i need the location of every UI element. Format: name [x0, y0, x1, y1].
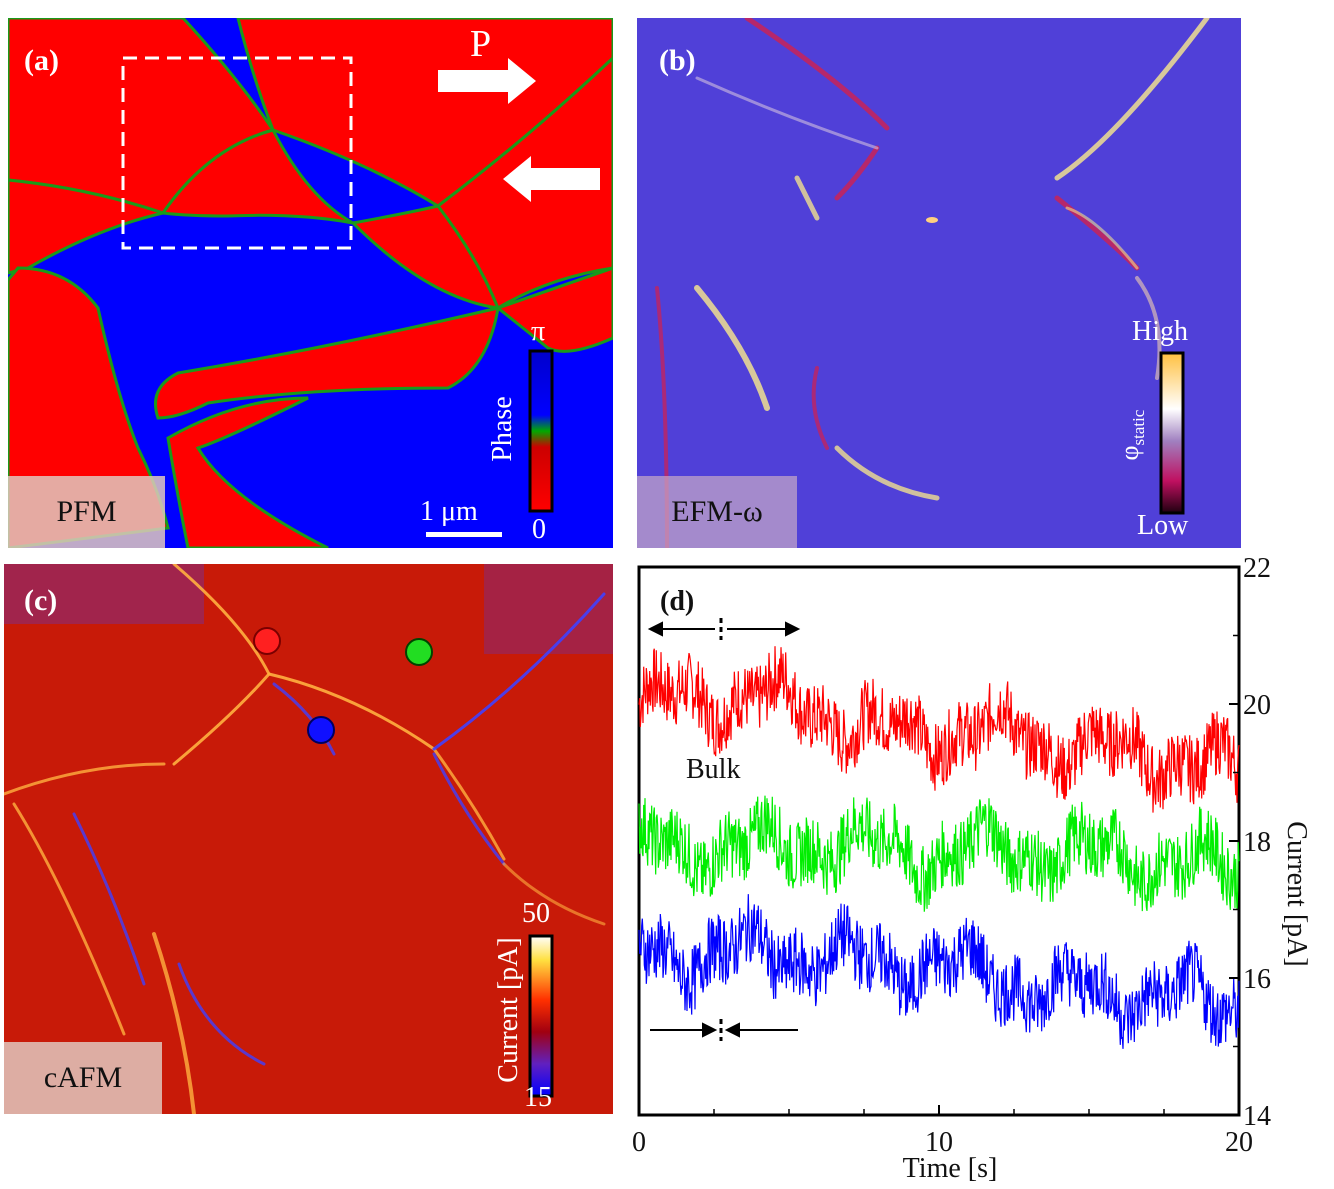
panel-d-chart: 0 10 20 14 16 18 20 22 (d) Bulk Time [s] Curren… — [620, 552, 1334, 1189]
marker-green — [405, 638, 433, 666]
region-of-interest-box — [121, 56, 353, 250]
x-tick-label: 20 — [1225, 1127, 1253, 1158]
y-tick-label: 16 — [1243, 964, 1271, 995]
phi-subscript: static — [1129, 409, 1149, 446]
cafm-colorbar — [528, 934, 554, 1098]
efm-colorbar-title: φstatic — [1115, 390, 1149, 480]
marker-red — [253, 627, 281, 655]
y-axis-label: Current [pA] — [1281, 821, 1312, 966]
panel-b-label: (b) — [659, 44, 696, 77]
arrow-right-icon — [438, 58, 536, 104]
cafm-map — [4, 564, 613, 1114]
panel-c-cafm: (c) cAFM 50 15 Current [pA] — [4, 564, 613, 1114]
phase-colorbar — [528, 349, 554, 513]
panel-b-efm: (b) EFM-ω High Low φstatic — [637, 18, 1241, 548]
polarization-arrows — [438, 58, 600, 202]
interval-arrows — [647, 618, 801, 1041]
series-line-0 — [638, 646, 1240, 813]
phase-colorbar-top-label: π — [531, 316, 546, 347]
y-tick-label: 20 — [1243, 690, 1271, 721]
panel-d-label: (d) — [660, 586, 694, 617]
x-tick-label: 0 — [632, 1127, 646, 1158]
phi-symbol: φ — [1114, 445, 1144, 461]
cafm-colorbar-top-label: 50 — [522, 898, 550, 929]
efm-colorbar-top-label: High — [1132, 316, 1188, 347]
series-line-1 — [638, 795, 1240, 912]
bulk-annotation: Bulk — [686, 754, 740, 785]
panel-a-pfm: (a) P PFM π 0 Phase 1 μm — [8, 18, 613, 548]
phase-colorbar-bottom-label: 0 — [532, 514, 546, 545]
series-line-2 — [638, 894, 1240, 1049]
y-tick-label: 14 — [1243, 1101, 1271, 1132]
cafm-colorbar-bottom-label: 15 — [524, 1082, 552, 1113]
efm-map — [655, 18, 1210, 548]
scale-bar-line — [426, 532, 502, 537]
pfm-map — [8, 18, 613, 548]
scale-bar-label: 1 μm — [420, 496, 478, 527]
polarization-label: P — [470, 23, 492, 65]
y-tick-label: 18 — [1243, 827, 1271, 858]
efm-colorbar — [1159, 351, 1185, 515]
cafm-tag: cAFM — [4, 1042, 162, 1114]
y-tick-label: 22 — [1243, 553, 1271, 584]
efm-tag: EFM-ω — [637, 476, 797, 548]
marker-blue — [307, 716, 335, 744]
phase-colorbar-title: Phase — [487, 396, 518, 462]
cafm-markers — [253, 627, 433, 744]
x-tick-label: 10 — [925, 1127, 953, 1158]
efm-colorbar-bottom-label: Low — [1137, 510, 1189, 541]
arrow-left-icon — [503, 156, 600, 202]
panel-a-label: (a) — [24, 44, 59, 77]
panel-c-label: (c) — [24, 584, 58, 617]
pfm-tag: PFM — [8, 476, 165, 548]
cafm-colorbar-title: Current [pA] — [493, 937, 524, 1083]
x-axis-label: Time [s] — [903, 1153, 998, 1184]
